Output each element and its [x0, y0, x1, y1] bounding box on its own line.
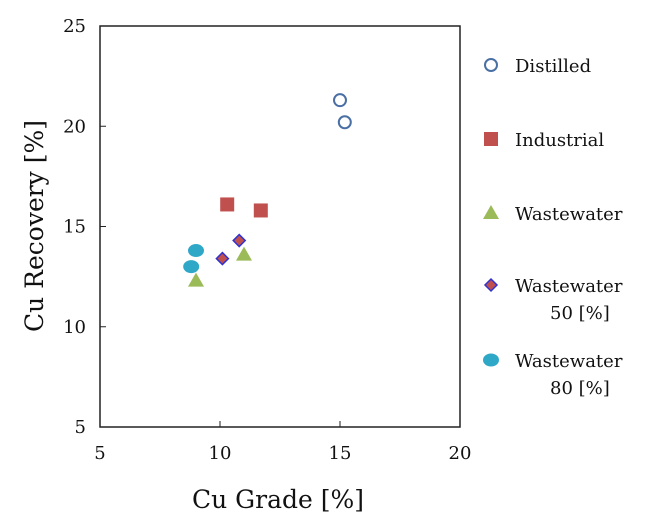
data-point-series-5 — [188, 244, 204, 258]
legend: Distilled Industrial Wastewater Wastewater 5… — [483, 56, 623, 399]
y-tick-label: 25 — [63, 16, 86, 37]
y-tick-label: 5 — [75, 417, 86, 438]
y-tick-label: 15 — [63, 217, 86, 238]
plot-area: 5 10 15 20 5 10 15 20 25 — [63, 16, 471, 464]
legend-label-3: Wastewater — [515, 204, 623, 225]
legend-label-5: Wastewater 80 [%] — [515, 351, 623, 399]
data-point-series-1 — [333, 93, 347, 108]
x-tick-label: 5 — [94, 443, 105, 464]
y-axis-label: Cu Recovery [%] — [20, 120, 49, 332]
x-tick-label: 15 — [329, 443, 352, 464]
data-point-series-4 — [215, 251, 230, 266]
legend-marker-1 — [484, 58, 498, 72]
plot-frame — [99, 25, 461, 428]
x-tick-label: 20 — [449, 443, 472, 464]
legend-marker-5 — [483, 353, 499, 367]
legend-label-4: Wastewater 50 [%] — [515, 276, 623, 324]
data-point-series-2 — [220, 197, 235, 212]
legend-marker-4 — [483, 277, 499, 293]
data-point-series-3 — [236, 246, 252, 261]
legend-marker-2 — [484, 132, 498, 146]
legend-label-1: Distilled — [515, 56, 591, 77]
data-point-series-2 — [253, 203, 268, 218]
legend-label-2: Industrial — [515, 130, 604, 151]
data-point-series-3 — [188, 272, 204, 287]
x-axis-label: Cu Grade [%] — [192, 485, 364, 514]
y-tick-label: 20 — [63, 116, 86, 137]
y-tick-label: 10 — [63, 317, 86, 338]
legend-marker-3 — [483, 205, 499, 219]
x-tick-label: 10 — [209, 443, 232, 464]
data-point-series-4 — [232, 233, 247, 248]
data-point-series-5 — [183, 260, 200, 274]
data-point-series-1 — [337, 115, 352, 130]
